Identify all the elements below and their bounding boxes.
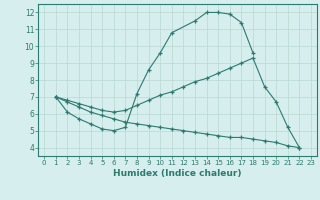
- X-axis label: Humidex (Indice chaleur): Humidex (Indice chaleur): [113, 169, 242, 178]
